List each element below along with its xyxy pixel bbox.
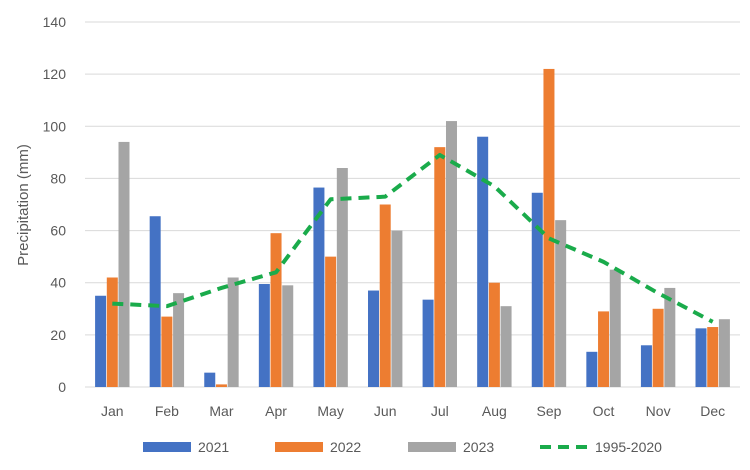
legend-swatch-2021: [143, 442, 191, 452]
bar-2022-Jan: [106, 277, 118, 387]
bar-2022-Jun: [379, 204, 391, 387]
bar-2022-Jul: [434, 147, 446, 387]
y-tick-label: 80: [50, 170, 66, 186]
x-tick-label: May: [317, 403, 343, 419]
bar-2021-Feb: [149, 216, 161, 387]
x-tick-label: Apr: [265, 403, 287, 419]
bar-2022-Feb: [161, 316, 173, 387]
legend-label-2022: 2022: [330, 439, 361, 455]
bar-2021-Sep: [531, 192, 543, 387]
bar-2022-Nov: [652, 308, 664, 387]
bar-2023-Mar: [227, 277, 239, 387]
bar-2021-Dec: [695, 328, 707, 387]
bar-2022-May: [325, 256, 337, 387]
bar-2022-Mar: [215, 384, 227, 387]
x-tick-label: Feb: [155, 403, 179, 419]
legend-label-2023: 2023: [463, 439, 494, 455]
y-tick-label: 100: [43, 118, 67, 134]
bar-2023-Apr: [282, 285, 294, 387]
bar-2023-Oct: [609, 269, 621, 387]
y-tick-labels: 0 20 40 60 80 100 120 140: [43, 14, 67, 395]
bar-2023-Aug: [500, 306, 512, 387]
x-tick-label: Oct: [593, 403, 615, 419]
reference-lines: [112, 152, 714, 324]
bar-2021-May: [313, 187, 325, 387]
x-tick-label: Sep: [536, 403, 561, 419]
bar-2021-Jul: [422, 299, 434, 387]
bar-2021-Mar: [204, 372, 216, 387]
bar-2021-Oct: [586, 351, 598, 387]
legend-label-2021: 2021: [198, 439, 229, 455]
bar-2021-Jan: [95, 295, 107, 387]
bar-2023-Feb: [173, 293, 185, 387]
y-tick-label: 40: [50, 275, 66, 291]
x-tick-label: Jan: [101, 403, 124, 419]
x-tick-label: Mar: [209, 403, 233, 419]
bar-2023-May: [336, 168, 348, 387]
x-tick-label: Jun: [374, 403, 397, 419]
y-tick-label: 120: [43, 66, 67, 82]
bar-2022-Sep: [543, 68, 555, 387]
bar-2023-Jan: [118, 141, 130, 387]
y-axis-title: Precipitation (mm): [15, 144, 32, 266]
bar-2023-Dec: [718, 319, 730, 387]
bar-2021-Aug: [477, 136, 489, 387]
legend-swatch-2023: [408, 442, 456, 452]
y-tick-label: 140: [43, 14, 67, 30]
bar-2023-Jun: [391, 230, 403, 387]
bar-2022-Aug: [488, 282, 500, 387]
bar-2021-Jun: [368, 290, 380, 387]
bar-2022-Apr: [270, 233, 282, 387]
legend-swatch-2022: [275, 442, 323, 452]
x-tick-label: Nov: [646, 403, 671, 419]
legend: 2021 2022 2023 1995-2020: [143, 439, 662, 455]
bar-2021-Apr: [258, 284, 270, 387]
bar-2023-Jul: [445, 121, 457, 388]
bars: [95, 68, 730, 388]
legend-label-1995-2020: 1995-2020: [595, 439, 662, 455]
x-tick-label: Jul: [431, 403, 449, 419]
line-1995-2020: [112, 152, 714, 324]
x-tick-labels: Jan Feb Mar Apr May Jun Jul Aug Sep Oct Nov Dec: [101, 403, 725, 419]
bar-2022-Oct: [598, 311, 610, 387]
y-tick-label: 20: [50, 327, 66, 343]
x-tick-label: Dec: [700, 403, 725, 419]
bar-2023-Nov: [664, 287, 676, 387]
bar-2021-Nov: [640, 345, 652, 387]
gridlines: [85, 21, 740, 388]
y-tick-label: 60: [50, 223, 66, 239]
y-tick-label: 0: [58, 379, 66, 395]
x-tick-label: Aug: [482, 403, 507, 419]
bar-2022-Dec: [707, 327, 719, 387]
bar-2023-Sep: [555, 220, 567, 387]
